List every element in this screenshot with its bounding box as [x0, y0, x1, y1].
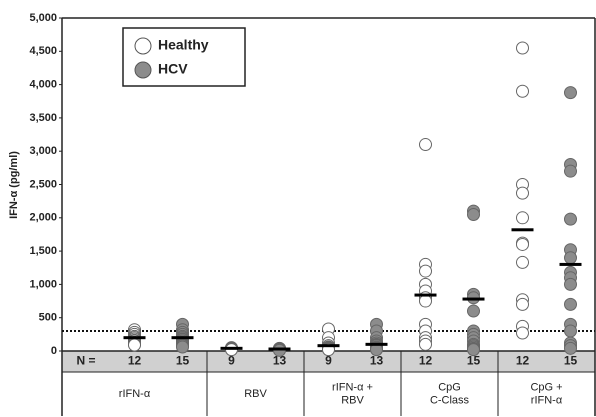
x-tick-label: RBV	[341, 394, 364, 406]
y-tick-label: 1,500	[29, 245, 57, 257]
data-point	[516, 237, 529, 251]
data-point	[419, 264, 432, 278]
median-bar	[414, 293, 437, 297]
median-bar	[559, 262, 582, 266]
n-value: 9	[228, 354, 235, 368]
data-point	[176, 340, 189, 354]
y-tick-label: 0	[51, 345, 57, 357]
x-tick-label: rIFN-α	[119, 388, 151, 400]
y-tick-label: 2,000	[29, 212, 57, 224]
n-value: 12	[516, 354, 530, 368]
data-point	[516, 211, 529, 225]
y-tick-label: 5,000	[29, 12, 57, 24]
median-bar	[365, 342, 388, 346]
data-point	[516, 84, 529, 98]
data-point	[564, 324, 577, 338]
legend-label: Healthy	[158, 37, 209, 53]
data-point	[467, 343, 480, 357]
data-point	[467, 207, 480, 221]
y-tick-label: 1,000	[29, 278, 57, 290]
legend-marker	[134, 61, 152, 79]
n-value: 15	[176, 354, 190, 368]
x-tick-label: CpG +	[530, 381, 562, 393]
data-point	[516, 255, 529, 269]
data-point	[564, 277, 577, 291]
x-tick-label: CpG	[438, 381, 461, 393]
y-tick-label: 4,500	[29, 45, 57, 57]
y-tick-label: 4,000	[29, 79, 57, 91]
y-axis-label: IFN-α (pg/ml)	[8, 151, 20, 219]
data-point	[564, 86, 577, 100]
data-point	[516, 297, 529, 311]
n-value: 15	[467, 354, 481, 368]
data-point	[516, 326, 529, 340]
x-tick-label: rIFN-α +	[332, 381, 373, 393]
data-point	[564, 212, 577, 226]
legend-marker	[134, 37, 152, 55]
n-value: 13	[370, 354, 384, 368]
data-point	[516, 41, 529, 55]
data-point	[516, 186, 529, 200]
data-point	[467, 304, 480, 318]
n-value: 12	[128, 354, 142, 368]
data-point	[419, 294, 432, 308]
n-value: 9	[325, 354, 332, 368]
median-bar	[220, 346, 243, 350]
y-tick-label: 500	[39, 312, 57, 324]
data-point	[128, 338, 141, 352]
data-point	[564, 341, 577, 355]
median-bar	[171, 336, 194, 340]
median-bar	[317, 344, 340, 348]
x-tick-label: C-Class	[430, 394, 470, 406]
median-bar	[511, 228, 534, 232]
data-point	[564, 297, 577, 311]
n-value: 13	[273, 354, 287, 368]
data-point	[419, 138, 432, 152]
median-bar	[123, 336, 146, 340]
legend-label: HCV	[158, 61, 188, 77]
n-row	[62, 351, 595, 372]
y-tick-label: 3,000	[29, 145, 57, 157]
n-value: 15	[564, 354, 578, 368]
y-tick-label: 3,500	[29, 112, 57, 124]
x-tick-label: rIFN-α	[531, 394, 563, 406]
n-value: 12	[419, 354, 433, 368]
data-point	[564, 164, 577, 178]
data-point	[564, 251, 577, 265]
n-label: N =	[76, 354, 95, 368]
median-bar	[462, 297, 485, 301]
y-tick-label: 2,500	[29, 178, 57, 190]
data-point	[419, 337, 432, 351]
median-bar	[268, 347, 291, 351]
x-tick-label: RBV	[244, 388, 267, 400]
